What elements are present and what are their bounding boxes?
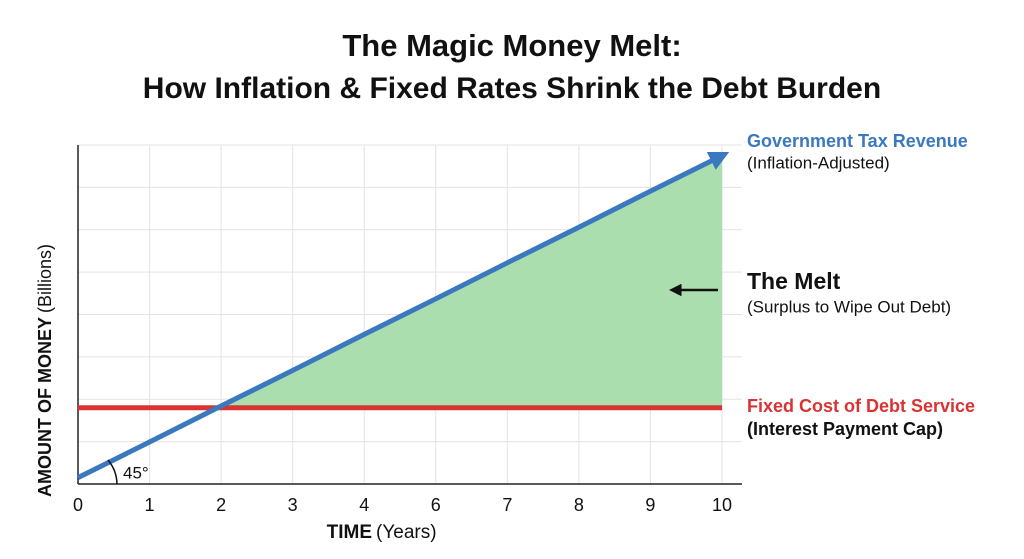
- series-label: Fixed Cost of Debt Service: [747, 396, 975, 416]
- angle-arc: [107, 459, 118, 485]
- x-tick-label: 8: [574, 495, 584, 515]
- series-note: (Inflation-Adjusted): [747, 153, 890, 172]
- series-label: Government Tax Revenue: [747, 131, 968, 151]
- y-axis-unit: (Billions): [35, 244, 55, 313]
- series-line: [76, 151, 730, 480]
- x-tick-label: 2: [216, 495, 226, 515]
- melt-note: (Surplus to Wipe Out Debt): [747, 297, 951, 316]
- x-tick-label: 10: [712, 495, 732, 515]
- x-tick-label: 6: [431, 495, 441, 515]
- x-tick-label: 1: [145, 495, 155, 515]
- x-axis-unit: (Years): [376, 522, 437, 543]
- y-axis-label: AMOUNT OF MONEY: [35, 317, 55, 497]
- series-note: (Interest Payment Cap): [747, 419, 943, 439]
- y-axis-label-group: AMOUNT OF MONEY (Billions): [35, 244, 55, 497]
- x-axis-label: TIME: [327, 522, 372, 543]
- x-tick-label: 7: [502, 495, 512, 515]
- chart-subtitle: How Inflation & Fixed Rates Shrink the D…: [143, 72, 881, 105]
- plot-area: 0 1 2 3 4 6 7 8 9 10: [73, 144, 742, 515]
- x-tick-label: 0: [73, 495, 83, 515]
- angle-label: 45°: [123, 463, 149, 482]
- chart-title: The Magic Money Melt:: [342, 28, 681, 63]
- x-tick-label: 9: [645, 495, 655, 515]
- melt-label: The Melt: [747, 268, 841, 294]
- x-tick-label: 3: [288, 495, 298, 515]
- x-tick-label: 4: [359, 495, 369, 515]
